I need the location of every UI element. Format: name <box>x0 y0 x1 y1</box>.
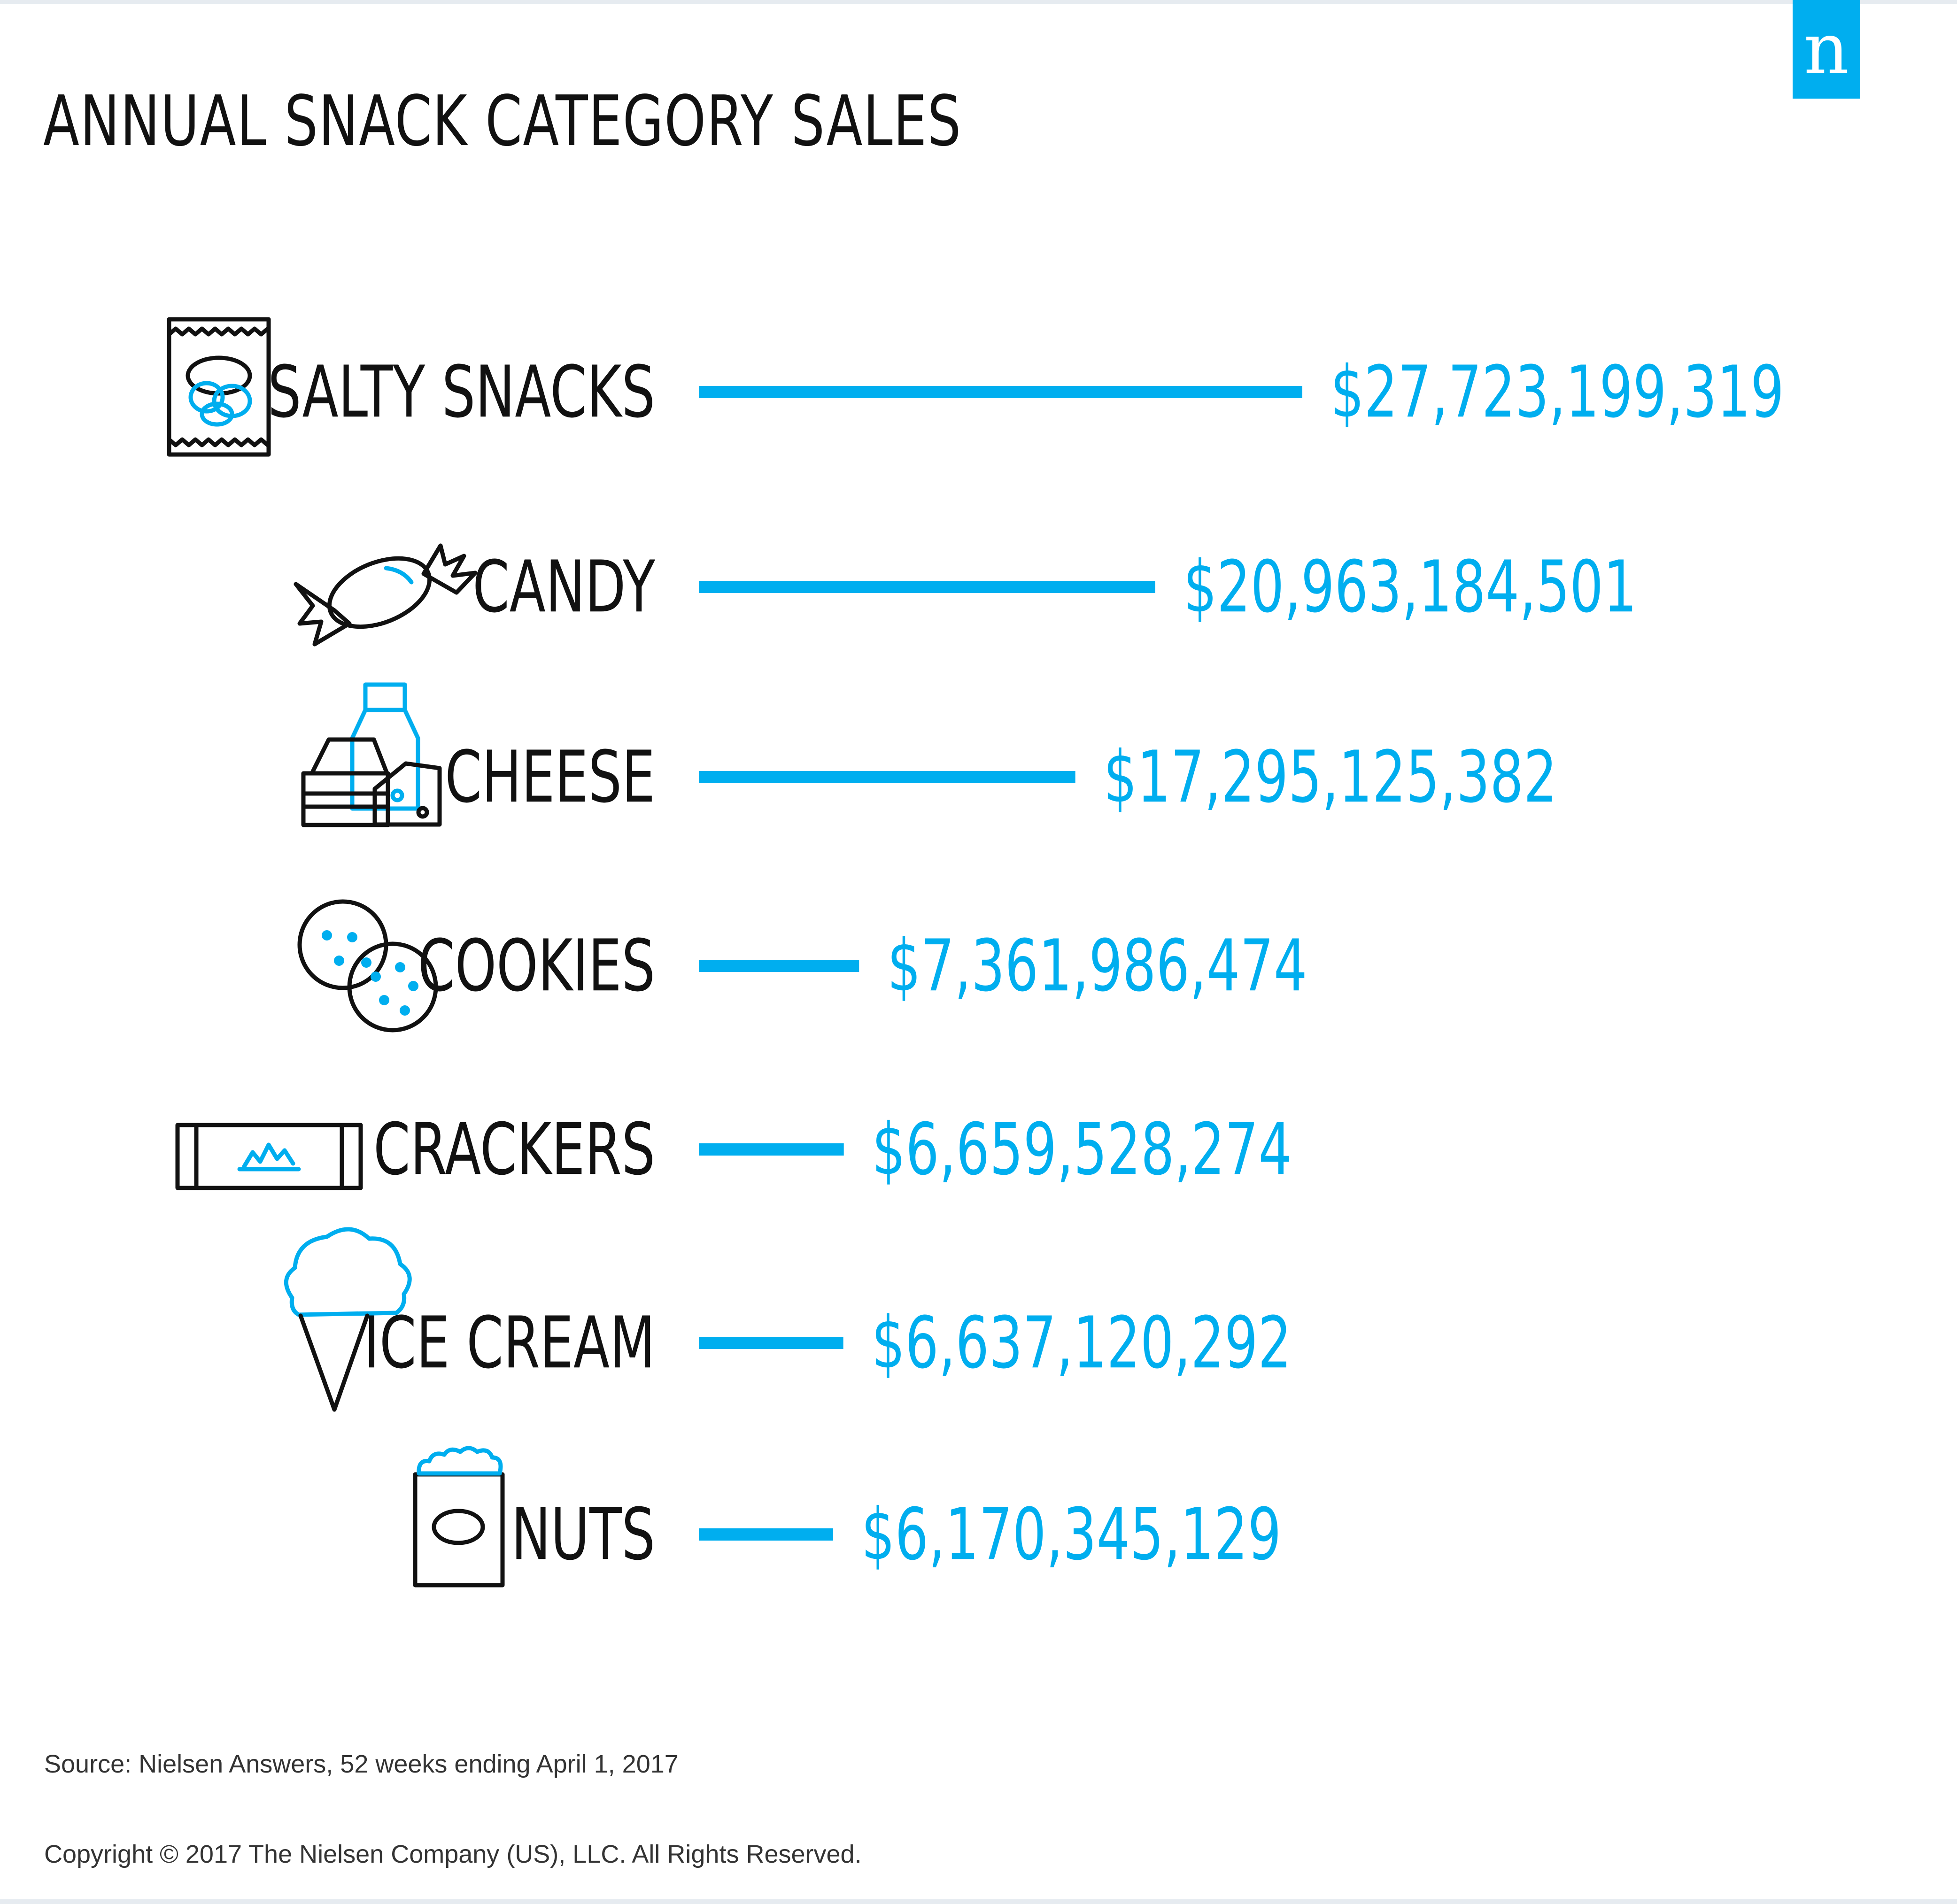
category-label-text: ICE CREAM <box>364 1301 655 1384</box>
category-label: CRACKERS <box>373 1108 655 1191</box>
chart-row <box>284 1227 843 1412</box>
category-label-text: CRACKERS <box>373 1108 655 1191</box>
value-label: $6,659,528,274 <box>872 1108 1292 1191</box>
category-label-text: COOKIES <box>418 924 655 1007</box>
source-note: Source: Nielsen Answers, 52 weeks ending… <box>44 1750 679 1778</box>
category-label: ICE CREAM <box>364 1301 655 1384</box>
candy-icon <box>294 543 478 647</box>
value-label: $17,295,125,382 <box>1104 735 1557 818</box>
logo-letter: n <box>1803 8 1849 90</box>
category-label: CHEESE <box>445 735 655 818</box>
chart-row <box>413 1446 834 1588</box>
ice-cream-icon <box>284 1227 412 1412</box>
bar <box>699 1337 843 1349</box>
nielsen-logo: n <box>1793 0 1860 99</box>
chart-row <box>297 899 859 1033</box>
category-label-text: CANDY <box>472 545 655 628</box>
bar <box>699 1528 834 1541</box>
value-label: $6,170,345,129 <box>861 1493 1281 1576</box>
value-label-text: $6,659,528,274 <box>872 1108 1292 1191</box>
copyright-note: Copyright © 2017 The Nielsen Company (US… <box>44 1840 862 1868</box>
category-label-text: CHEESE <box>445 735 655 818</box>
dairy-icon <box>301 682 442 827</box>
bottom-frame-line <box>0 1899 1957 1904</box>
value-label-text: $27,723,199,319 <box>1330 350 1784 433</box>
cookies-icon <box>297 899 438 1033</box>
category-label-text: NUTS <box>511 1493 655 1576</box>
value-label-text: $17,295,125,382 <box>1104 735 1557 818</box>
chart-row <box>294 543 1155 647</box>
chart-row <box>301 682 1075 827</box>
value-label: $27,723,199,319 <box>1330 350 1784 433</box>
category-label: NUTS <box>511 1493 655 1576</box>
value-label-text: $7,361,986,474 <box>887 924 1307 1007</box>
value-label: $7,361,986,474 <box>887 924 1307 1007</box>
bar <box>699 960 859 972</box>
value-label: $20,963,184,501 <box>1183 545 1637 628</box>
category-label: COOKIES <box>418 924 655 1007</box>
category-label: SALTY SNACKS <box>268 350 655 433</box>
value-label-text: $6,170,345,129 <box>861 1493 1281 1576</box>
bar <box>699 386 1302 398</box>
nuts-bag-icon <box>413 1446 505 1588</box>
page-title: ANNUAL SNACK CATEGORY SALES <box>43 81 962 162</box>
cracker-package-icon <box>175 1123 363 1190</box>
bar <box>699 1143 844 1156</box>
chip-bag-icon <box>167 317 271 457</box>
value-label-text: $6,637,120,292 <box>872 1301 1292 1384</box>
category-label-text: SALTY SNACKS <box>268 350 655 433</box>
chart-row <box>167 317 1302 457</box>
bar <box>699 581 1155 593</box>
chart-row <box>175 1123 844 1190</box>
top-frame-line <box>0 0 1957 4</box>
value-label-text: $20,963,184,501 <box>1183 545 1637 628</box>
category-label: CANDY <box>472 545 655 628</box>
value-label: $6,637,120,292 <box>872 1301 1292 1384</box>
bar <box>699 771 1075 783</box>
